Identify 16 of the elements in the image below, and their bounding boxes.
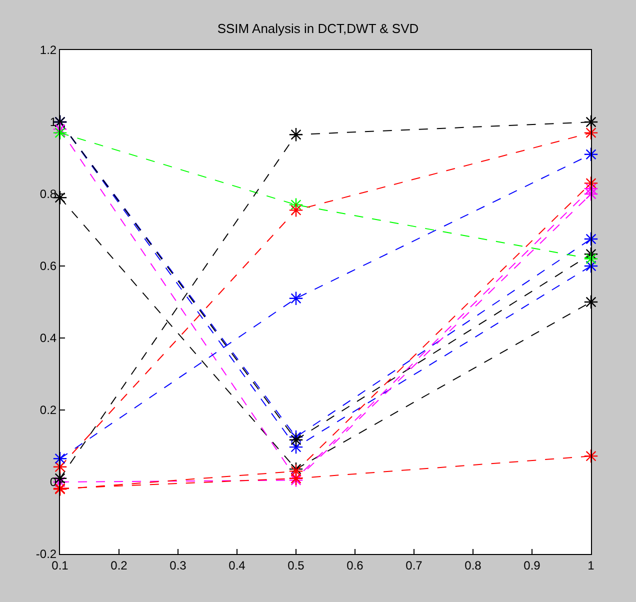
x-tick-label: 0.9 bbox=[524, 558, 541, 572]
y-tick-label: 0.4 bbox=[40, 331, 57, 346]
x-tick-label: 0.8 bbox=[464, 558, 482, 572]
x-tick-label: 0.3 bbox=[170, 558, 187, 572]
x-tick-label: 0.2 bbox=[110, 558, 128, 572]
x-tick-label: 0.7 bbox=[406, 558, 423, 572]
x-tick-label: 0.5 bbox=[288, 558, 305, 572]
x-tick-label: 0.6 bbox=[346, 558, 364, 572]
y-tick-label: 0.6 bbox=[40, 259, 57, 274]
y-tick-label: 0.2 bbox=[40, 403, 57, 418]
y-tick-label: 0.8 bbox=[40, 187, 57, 202]
y-tick-label: 1 bbox=[50, 115, 57, 130]
chart-title: SSIM Analysis in DCT,DWT & SVD bbox=[217, 21, 419, 36]
x-tick-label: 0.4 bbox=[228, 558, 246, 572]
x-tick-label: 1 bbox=[588, 558, 595, 572]
y-tick-label: 1.2 bbox=[40, 43, 57, 58]
